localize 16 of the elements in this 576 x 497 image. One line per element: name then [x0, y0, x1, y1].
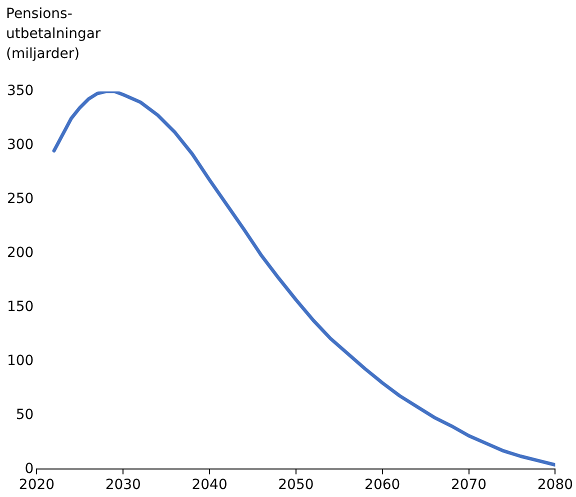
y-tick-label: 0	[24, 460, 34, 477]
y-tick-label: 350	[6, 83, 34, 100]
y-tick-label: 250	[6, 190, 34, 207]
y-tick-label: 150	[6, 298, 34, 315]
y-tick-label: 300	[6, 137, 34, 154]
x-tick-label: 2050	[278, 477, 314, 494]
y-axis-title: Pensions- utbetalningar (miljarder)	[6, 5, 101, 64]
y-tick-label: 50	[16, 406, 34, 423]
x-tick-label: 2030	[105, 477, 141, 494]
y-tick-label: 100	[6, 352, 34, 369]
y-tick-label: 200	[6, 244, 34, 261]
x-tick-label: 2060	[364, 477, 400, 494]
x-tick-label: 2080	[537, 477, 574, 494]
x-tick-label: 2070	[450, 477, 487, 494]
x-tick-label: 2020	[18, 477, 55, 494]
x-tick-label: 2040	[192, 477, 228, 494]
